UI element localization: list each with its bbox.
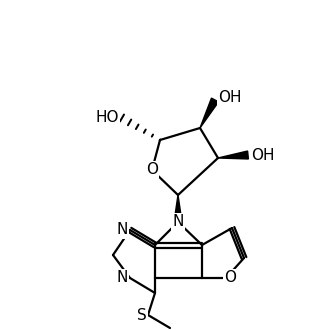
Text: N: N — [116, 222, 128, 238]
Polygon shape — [174, 195, 182, 222]
Polygon shape — [218, 151, 248, 159]
Text: OH: OH — [218, 89, 242, 105]
Text: OH: OH — [251, 148, 275, 162]
Text: O: O — [224, 271, 236, 285]
Text: N: N — [116, 271, 128, 285]
Text: O: O — [146, 162, 158, 178]
Text: N: N — [172, 214, 184, 229]
Polygon shape — [200, 98, 218, 128]
Text: HO: HO — [95, 111, 119, 125]
Text: S: S — [137, 308, 147, 322]
